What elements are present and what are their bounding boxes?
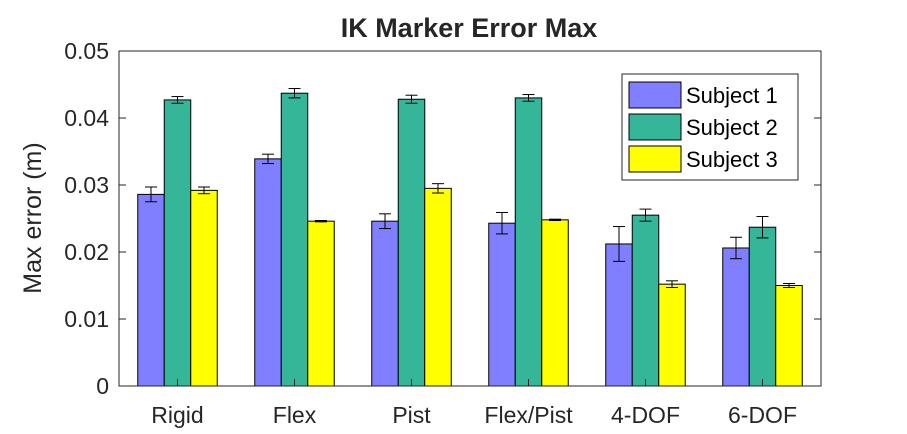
bar: [307, 220, 335, 387]
error-bar: [315, 220, 327, 223]
legend-label: Subject 3: [686, 147, 778, 172]
error-bar: [730, 236, 742, 260]
x-tick-label: 6-DOF: [728, 402, 797, 428]
y-tick-label: 0.01: [64, 306, 109, 332]
error-bar: [405, 94, 418, 104]
error-bar: [496, 211, 508, 235]
error-bar: [666, 280, 678, 289]
y-axis-label: Max error (m): [19, 142, 47, 293]
bar: [488, 222, 516, 387]
bar: [397, 98, 426, 387]
y-ticks-layer: 0 0.01 0.02 0.03 0.04 0.05: [64, 38, 821, 399]
error-bar: [145, 186, 157, 203]
bar: [658, 283, 686, 387]
error-bar: [613, 226, 625, 262]
x-tick-label: Rigid: [151, 402, 203, 428]
x-tick-label: Flex: [273, 402, 317, 428]
bar: [190, 189, 218, 387]
y-tick-label: 0: [96, 373, 109, 399]
error-bar: [198, 186, 210, 195]
bar: [541, 219, 569, 387]
error-bar: [432, 183, 444, 194]
error-bar: [639, 208, 652, 222]
error-bar: [262, 153, 274, 165]
error-bar: [171, 96, 184, 104]
x-tick-label: Flex/Pist: [484, 402, 573, 428]
bar: [631, 214, 660, 387]
chart-title: IK Marker Error Max: [341, 13, 598, 43]
bar: [254, 158, 282, 387]
legend-swatch: [628, 145, 682, 173]
legend-swatch: [628, 81, 682, 109]
bar: [424, 187, 452, 387]
error-bar: [783, 282, 795, 289]
legend-swatch: [628, 113, 682, 141]
bar: [163, 99, 192, 387]
bar: [280, 92, 309, 387]
error-bar: [379, 213, 391, 230]
error-bar: [756, 215, 769, 239]
x-tick-label: 4-DOF: [611, 402, 680, 428]
error-bar: [549, 218, 561, 222]
bar: [775, 285, 803, 387]
bar: [605, 243, 633, 387]
bars-layer: [137, 92, 803, 387]
plot-area-frame: [118, 50, 822, 387]
error-bar: [522, 94, 535, 102]
x-tick-label: Pist: [392, 402, 431, 428]
y-tick-label: 0.03: [64, 172, 109, 198]
y-tick-label: 0.02: [64, 239, 109, 265]
x-ticks-layer: Rigid Flex Pist Flex/Pist 4-DOF 6-DOF: [151, 379, 797, 428]
legend: Subject 1 Subject 2 Subject 3: [621, 73, 799, 181]
error-bars-layer: [145, 88, 795, 289]
bar: [137, 193, 165, 387]
bar: [748, 226, 777, 387]
legend-label: Subject 2: [686, 115, 778, 140]
bar: [514, 97, 543, 387]
y-tick-label: 0.05: [64, 38, 109, 64]
bar: [722, 247, 750, 387]
legend-label: Subject 1: [686, 83, 778, 108]
error-bar: [288, 88, 301, 99]
y-tick-label: 0.04: [64, 105, 109, 131]
bar: [371, 220, 399, 387]
